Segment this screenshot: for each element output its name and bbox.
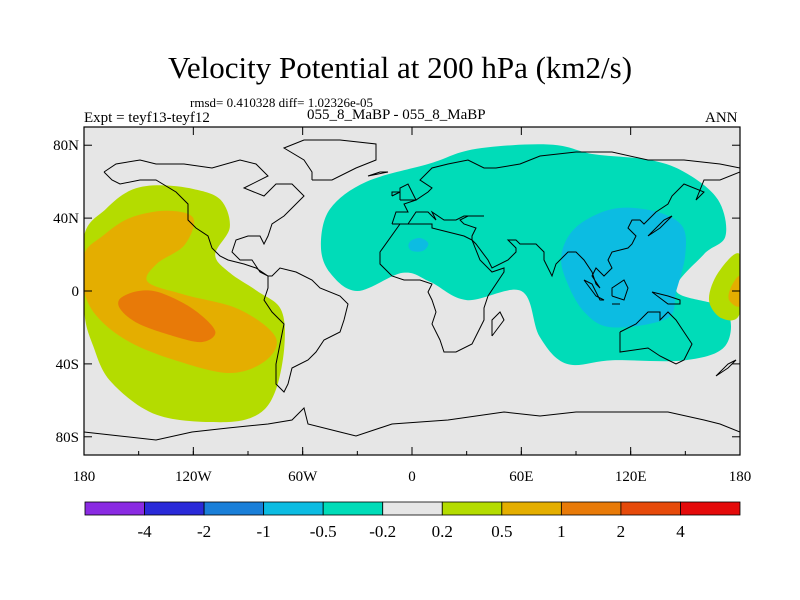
coastline-8 [611, 279, 629, 301]
coastline-2 [282, 139, 377, 181]
contour-region-pacific-positive-0.5 [84, 210, 277, 373]
coastline-0 [103, 159, 305, 277]
colorbar-swatch [203, 501, 265, 516]
stats-label: rmsd= 0.410328 diff= 1.02326e-05 [190, 95, 374, 110]
y-tick-label: 80S [56, 430, 79, 446]
y-axis: 80N 40N 0 40S 80S [53, 138, 740, 446]
coastline-3 [391, 151, 740, 289]
coastline-6 [583, 279, 605, 301]
x-tick-label: 180 [729, 469, 752, 485]
contour-region-atlantic-small-negative-0.5 [408, 238, 429, 252]
y-tick-label: 80N [53, 138, 79, 154]
colorbar-label: -2 [197, 522, 211, 541]
contour-region-pacific-positive-1 [118, 290, 216, 343]
y-tick-label: 40S [56, 357, 79, 373]
colorbar-label: 0.2 [432, 522, 453, 541]
colorbar-swatch [263, 501, 324, 516]
colorbar-swatch [144, 501, 205, 516]
coastline-10 [491, 311, 505, 337]
contour-region-indian-negative-0.5 [561, 207, 687, 328]
x-tick-label: 180 [73, 469, 96, 485]
coastline-15 [715, 359, 737, 377]
colorbar-label: -4 [137, 522, 152, 541]
colorbar-label: -0.5 [310, 522, 337, 541]
coastline-1 [263, 267, 349, 393]
coastline-13 [367, 171, 389, 177]
colorbar-label: -0.2 [369, 522, 396, 541]
colorbar-label: 2 [617, 522, 626, 541]
coastline-16 [84, 407, 740, 441]
coastline-11 [391, 191, 401, 197]
colorbar-swatch [382, 501, 443, 516]
coastline-9 [651, 291, 681, 305]
colorbar-label: -1 [257, 522, 271, 541]
colorbar: -4 -2 -1 -0.5 -0.2 0.2 0.5 1 2 4 [84, 501, 741, 541]
period-label: 055_8_MaBP - 055_8_MaBP [307, 107, 486, 123]
y-tick-label: 0 [72, 284, 80, 300]
colorbar-swatch [680, 501, 741, 516]
x-tick-label: 0 [408, 469, 416, 485]
season-label: ANN [705, 110, 738, 126]
contour-regions [84, 144, 740, 423]
y-tick-label: 40N [53, 211, 79, 227]
chart-title: Velocity Potential at 200 hPa (km2/s) [167, 50, 633, 85]
x-tick-label: 120W [175, 469, 213, 485]
colorbar-swatch [84, 501, 145, 516]
colorbar-label: 0.5 [491, 522, 512, 541]
x-axis: 180 120W 60W 0 60E 120E 180 [73, 127, 752, 485]
colorbar-swatch [560, 501, 622, 516]
colorbar-swatch [322, 501, 384, 516]
coastline-12 [399, 183, 417, 201]
colorbar-swatch [501, 501, 562, 516]
colorbar-swatch [620, 501, 681, 516]
colorbar-swatch [441, 501, 503, 516]
x-tick-label: 60W [288, 469, 318, 485]
coastline-14 [647, 215, 673, 237]
experiment-label: Expt = teyf13-teyf12 [84, 110, 210, 126]
colorbar-label: 4 [676, 522, 685, 541]
coastline-4 [379, 223, 505, 353]
x-tick-label: 120E [615, 469, 647, 485]
coastlines [84, 139, 740, 441]
x-tick-label: 60E [509, 469, 533, 485]
colorbar-label: 1 [557, 522, 566, 541]
coastline-5 [619, 311, 693, 365]
